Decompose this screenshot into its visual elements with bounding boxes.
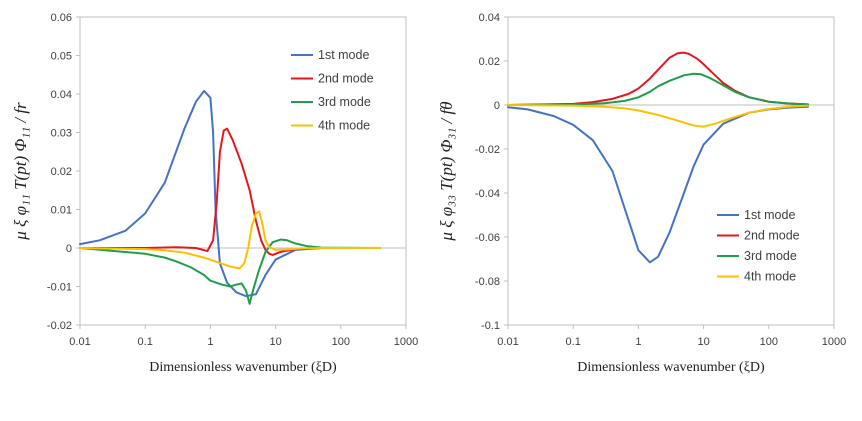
x-axis-label: Dimensionless wavenumber (ξD) [577,360,765,375]
legend-label: 1st mode [744,208,795,222]
x-tick-label: 10 [269,336,281,348]
y-axis-label: μ ξ φ₃₃ T(pt) Φ₃₁ / fθ [437,101,456,241]
y-tick-label: -0.02 [475,144,500,156]
series-line-4 [79,210,382,270]
chart-left: 0.01 0.1 1 10 100 1000 -0.02 -0.01 0 0.01 0.02 0.03… [11,12,418,375]
y-tick-label: 0.05 [51,51,72,63]
y-tick-label: 0.01 [51,205,72,217]
x-tick-label: 0.1 [138,336,153,348]
legend-label: 3rd mode [744,249,797,263]
y-tick-label: 0.03 [51,128,72,140]
x-tick-label: 1000 [822,336,846,348]
series-line-2 [507,51,810,106]
legend-label: 1st mode [318,48,369,62]
x-tick-label: 1 [635,336,641,348]
series-line-4 [507,104,810,128]
y-tick-label: 0.04 [51,89,72,101]
legend-label: 3rd mode [318,95,371,109]
y-tick-label: 0.06 [51,12,72,24]
plot-area [507,16,835,326]
y-tick-label: -0.06 [475,232,500,244]
legend-label: 4th mode [744,270,796,284]
series-line-3 [79,238,382,305]
y-tick-label: -0.01 [47,282,72,294]
legend-label: 2nd mode [744,229,800,243]
y-tick-label: 0.02 [51,166,72,178]
y-tick-label: 0 [494,100,500,112]
y-tick-label: -0.1 [481,320,500,332]
y-axis-label: μ ξ φ₁₁ T(pt) Φ₁₁ / fr [11,102,30,241]
x-tick-label: 100 [332,336,350,348]
x-tick-label: 100 [760,336,778,348]
x-tick-label: 10 [697,336,709,348]
y-tick-label: -0.08 [475,276,500,288]
chart-right: 0.01 0.1 1 10 100 1000 -0.1 -0.08 -0.06 -0.04 -0.0… [437,12,846,375]
y-tick-label: -0.02 [47,320,72,332]
legend-label: 4th mode [318,119,370,133]
series-line-2 [79,127,382,256]
legend-label: 2nd mode [318,72,374,86]
legend: 1st mode 2nd mode 3rd mode 4th mode [291,48,374,133]
x-tick-label: 0.1 [566,336,581,348]
y-tick-label: 0.04 [479,12,500,24]
x-tick-label: 0.01 [69,336,90,348]
x-tick-label: 1000 [394,336,418,348]
y-tick-label: 0 [66,243,72,255]
legend: 1st mode 2nd mode 3rd mode 4th mode [717,208,800,284]
y-tick-label: -0.04 [475,188,500,200]
x-tick-label: 1 [207,336,213,348]
x-axis-label: Dimensionless wavenumber (ξD) [149,360,337,375]
y-tick-label: 0.02 [479,56,500,68]
series-line-3 [507,72,810,106]
x-tick-label: 0.01 [497,336,518,348]
